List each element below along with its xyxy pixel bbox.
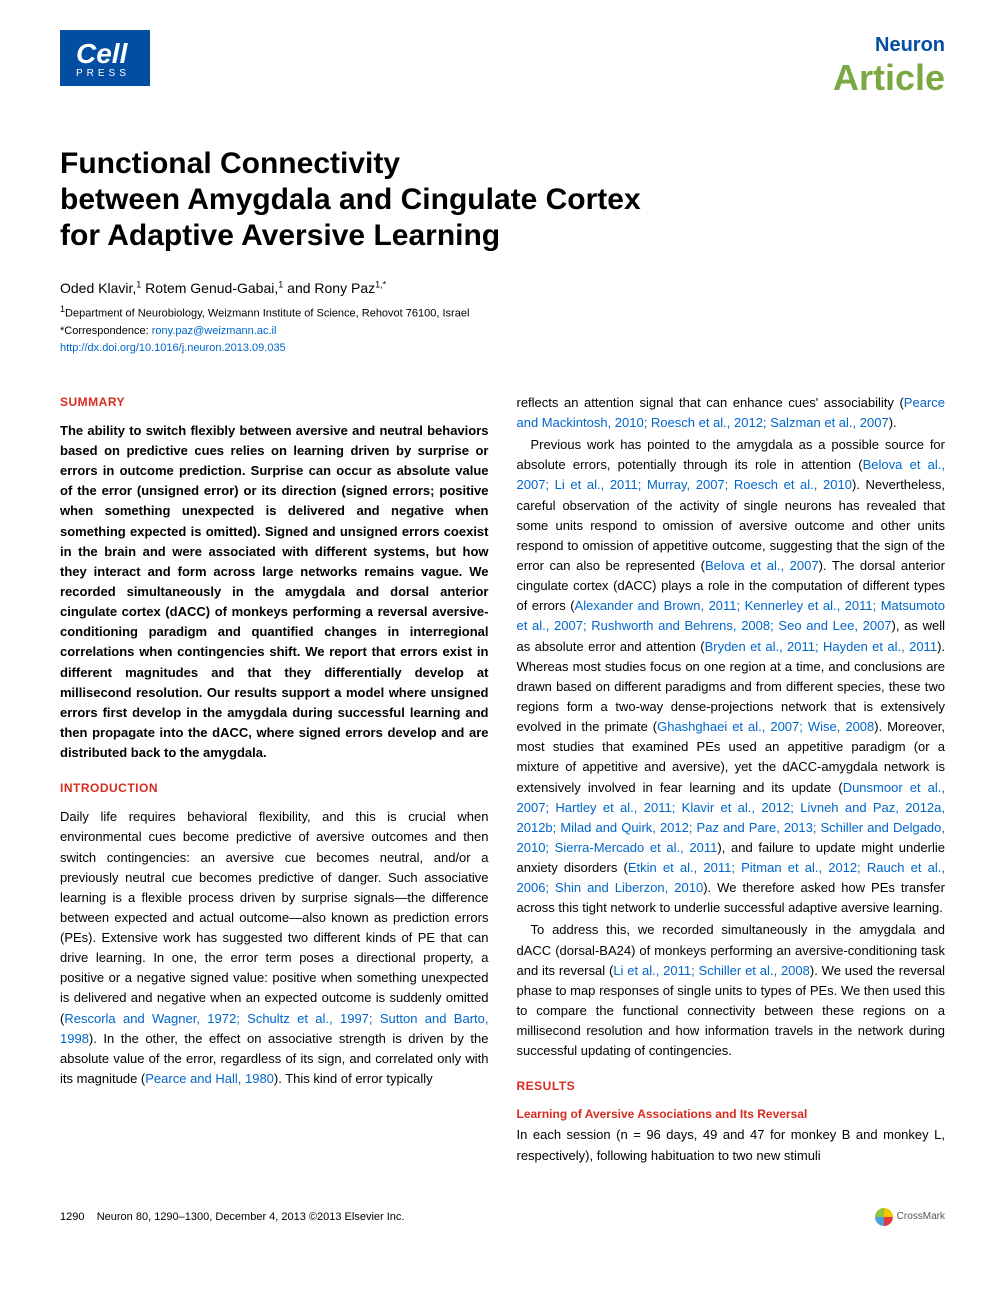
intro-p3: To address this, we recorded simultaneou… — [517, 920, 946, 1061]
logo-sub-text: PRESS — [76, 66, 134, 81]
summary-text: The ability to switch flexibly between a… — [60, 421, 489, 763]
doi-link[interactable]: http://dx.doi.org/10.1016/j.neuron.2013.… — [60, 342, 286, 354]
crossmark-badge[interactable]: CrossMark — [875, 1208, 945, 1226]
article-type: Article — [833, 60, 945, 96]
two-column-body: SUMMARY The ability to switch flexibly b… — [60, 393, 945, 1168]
affiliation-1: 1Department of Neurobiology, Weizmann In… — [60, 303, 945, 322]
meta-block: Oded Klavir,1 Rotem Genud-Gabai,1 and Ro… — [60, 278, 945, 357]
journal-name: Neuron — [833, 30, 945, 60]
results-body: In each session (n = 96 days, 49 and 47 … — [517, 1125, 946, 1165]
results-p1: In each session (n = 96 days, 49 and 47 … — [517, 1125, 946, 1165]
introduction-heading: INTRODUCTION — [60, 779, 489, 797]
logo-brand-text: Cell — [76, 41, 134, 66]
author-1: Oded Klavir, — [60, 280, 136, 296]
header: Cell PRESS Neuron Article — [60, 30, 945, 96]
left-column: SUMMARY The ability to switch flexibly b… — [60, 393, 489, 1168]
footer-left: 1290 Neuron 80, 1290–1300, December 4, 2… — [60, 1209, 404, 1226]
intro-col2-p1: reflects an attention signal that can en… — [517, 393, 946, 433]
intro-p2-ref2[interactable]: Belova et al., 2007 — [705, 558, 819, 573]
intro-p1: Daily life requires behavioral flexibili… — [60, 807, 489, 1089]
results-sub1: Learning of Aversive Associations and It… — [517, 1105, 946, 1123]
intro-body-left: Daily life requires behavioral flexibili… — [60, 807, 489, 1089]
article-title: Functional Connectivity between Amygdala… — [60, 146, 945, 254]
publisher-logo: Cell PRESS — [60, 30, 150, 86]
author-1-sup: 1 — [136, 279, 141, 289]
author-3-sup: 1,* — [375, 279, 386, 289]
summary-heading: SUMMARY — [60, 393, 489, 411]
title-line-2: between Amygdala and Cingulate Cortex — [60, 183, 641, 216]
intro-p2-ref3[interactable]: Alexander and Brown, 2011; Kennerley et … — [517, 598, 946, 633]
intro-p1c: ). This kind of error typically — [274, 1071, 433, 1086]
crossmark-icon — [875, 1208, 893, 1226]
page-container: Cell PRESS Neuron Article Functional Con… — [0, 0, 1005, 1266]
doi-line: http://dx.doi.org/10.1016/j.neuron.2013.… — [60, 341, 945, 356]
right-column: reflects an attention signal that can en… — [517, 393, 946, 1168]
journal-block: Neuron Article — [833, 30, 945, 96]
author-3: and Rony Paz — [287, 280, 375, 296]
author-2-sup: 1 — [278, 279, 283, 289]
intro-p2-ref5[interactable]: Ghashghaei et al., 2007; Wise, 2008 — [657, 719, 874, 734]
page-number: 1290 — [60, 1211, 84, 1223]
intro-p2: Previous work has pointed to the amygdal… — [517, 435, 946, 918]
author-2: Rotem Genud-Gabai, — [145, 280, 278, 296]
corr-label: *Correspondence: — [60, 325, 152, 337]
corr-email-link[interactable]: rony.paz@weizmann.ac.il — [152, 325, 277, 337]
intro-col2-p1a: reflects an attention signal that can en… — [517, 395, 904, 410]
crossmark-label: CrossMark — [897, 1209, 945, 1224]
author-list: Oded Klavir,1 Rotem Genud-Gabai,1 and Ro… — [60, 278, 945, 299]
intro-p2-ref4[interactable]: Bryden et al., 2011; Hayden et al., 2011 — [705, 639, 937, 654]
results-heading: RESULTS — [517, 1077, 946, 1095]
footer-citation: Neuron 80, 1290–1300, December 4, 2013 ©… — [97, 1211, 405, 1223]
title-line-1: Functional Connectivity — [60, 147, 400, 180]
title-line-3: for Adaptive Aversive Learning — [60, 219, 500, 252]
intro-p1a: Daily life requires behavioral flexibili… — [60, 809, 489, 1025]
intro-p1-ref2[interactable]: Pearce and Hall, 1980 — [145, 1071, 274, 1086]
intro-body-right: reflects an attention signal that can en… — [517, 393, 946, 1062]
correspondence: *Correspondence: rony.paz@weizmann.ac.il — [60, 324, 945, 339]
intro-col2-p1b: ). — [889, 415, 897, 430]
intro-p3-ref1[interactable]: Li et al., 2011; Schiller et al., 2008 — [613, 963, 810, 978]
aff1-text: Department of Neurobiology, Weizmann Ins… — [65, 308, 469, 320]
page-footer: 1290 Neuron 80, 1290–1300, December 4, 2… — [60, 1208, 945, 1226]
